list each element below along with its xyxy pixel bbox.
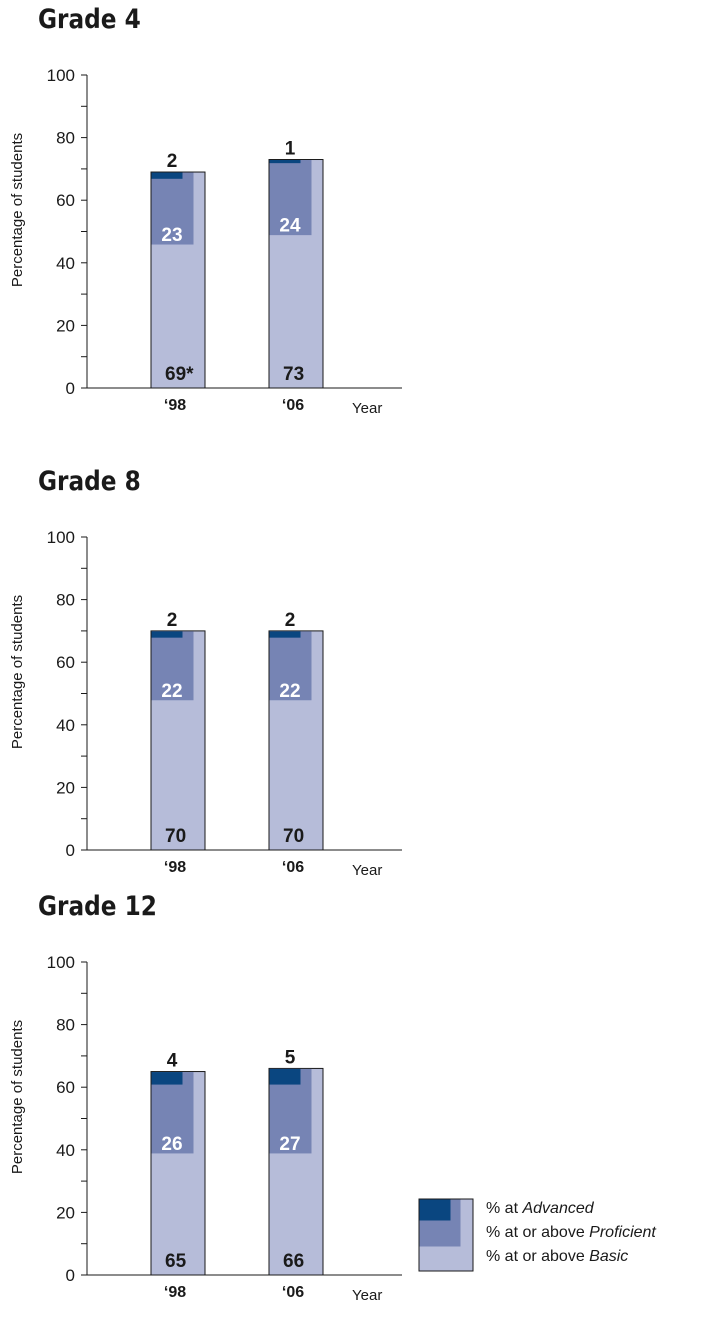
data-label-proficient: 27 bbox=[279, 1134, 300, 1155]
y-tick-label: 40 bbox=[56, 716, 75, 735]
data-label-proficient: 26 bbox=[161, 1134, 182, 1155]
bar-advanced bbox=[151, 172, 183, 179]
data-label-basic: 69* bbox=[165, 364, 194, 385]
chart-panel-grade-8: Grade 8 0 20 40 60 80 100 Percentage of studen… bbox=[0, 462, 701, 902]
y-tick-label: 20 bbox=[56, 778, 75, 797]
data-label-proficient: 22 bbox=[161, 681, 182, 702]
legend-item-basic: % at or above Basic bbox=[486, 1248, 628, 1266]
y-tick-label: 40 bbox=[56, 1141, 75, 1160]
chart-panel-grade-4: Grade 4 0 20 40 60 80 100 Percentage of studen… bbox=[0, 0, 701, 440]
legend-basic-level: Basic bbox=[589, 1248, 629, 1265]
data-label-advanced: 5 bbox=[285, 1047, 296, 1068]
data-label-proficient: 22 bbox=[279, 681, 300, 702]
y-axis-title: Percentage of students bbox=[9, 595, 26, 749]
y-tick-label: 80 bbox=[56, 129, 75, 148]
legend-item-proficient: % at or above Proficient bbox=[486, 1224, 656, 1242]
y-tick-label: 80 bbox=[56, 1016, 75, 1035]
data-label-advanced: 2 bbox=[167, 151, 178, 172]
x-axis-title: Year bbox=[352, 1287, 382, 1304]
data-label-proficient: 24 bbox=[279, 216, 301, 237]
y-tick-label: 20 bbox=[56, 1203, 75, 1222]
bar-advanced bbox=[269, 160, 301, 164]
y-tick-label: 80 bbox=[56, 591, 75, 610]
x-axis-title: Year bbox=[352, 400, 382, 417]
y-tick-label: 60 bbox=[56, 653, 75, 672]
chart-grade-12: 0 20 40 60 80 100 Percentage of students Year 4 2… bbox=[9, 953, 402, 1304]
y-tick-label: 0 bbox=[66, 1266, 75, 1285]
legend-item-advanced: % at Advanced bbox=[486, 1200, 594, 1218]
legend-swatch-icon bbox=[418, 1198, 474, 1272]
data-label-advanced: 2 bbox=[285, 610, 296, 631]
legend-advanced-level: Advanced bbox=[522, 1200, 594, 1217]
bar-proficient bbox=[151, 1072, 194, 1154]
x-tick-label: ‘98 bbox=[164, 1284, 186, 1301]
data-label-basic: 70 bbox=[283, 826, 304, 847]
y-axis-title: Percentage of students bbox=[9, 1020, 26, 1174]
y-tick-label: 20 bbox=[56, 316, 75, 335]
data-label-basic: 73 bbox=[283, 364, 304, 385]
bar-proficient bbox=[151, 172, 194, 245]
bar-advanced bbox=[151, 631, 183, 638]
data-label-proficient: 23 bbox=[161, 225, 182, 246]
chart-panel-grade-12: Grade 12 0 20 40 60 80 100 Percentage of stude… bbox=[0, 887, 701, 1327]
y-tick-label: 40 bbox=[56, 254, 75, 273]
y-tick-label: 100 bbox=[47, 953, 75, 972]
y-tick-label: 60 bbox=[56, 191, 75, 210]
legend-proficient-prefix: % at or above bbox=[486, 1224, 590, 1241]
bar-proficient bbox=[151, 631, 194, 701]
data-label-basic: 65 bbox=[165, 1251, 187, 1272]
chart-grade-4: 0 20 40 60 80 100 Percentage of students Year 2 2… bbox=[9, 66, 402, 417]
bar-advanced bbox=[269, 1068, 301, 1085]
legend-swatch-advanced bbox=[419, 1199, 451, 1221]
x-tick-label: ‘06 bbox=[282, 397, 304, 414]
y-tick-label: 0 bbox=[66, 841, 75, 860]
x-tick-label: ‘98 bbox=[164, 397, 186, 414]
x-tick-label: ‘06 bbox=[282, 1284, 304, 1301]
legend-advanced-prefix: % at bbox=[486, 1200, 523, 1217]
chart-title-grade-12: Grade 12 bbox=[38, 891, 157, 922]
data-label-advanced: 2 bbox=[167, 610, 178, 631]
data-label-basic: 66 bbox=[283, 1251, 304, 1272]
chart-title-grade-4: Grade 4 bbox=[38, 4, 141, 35]
y-tick-label: 100 bbox=[47, 66, 75, 85]
x-tick-label: ‘98 bbox=[164, 859, 186, 876]
bar-proficient bbox=[269, 160, 312, 236]
legend-basic-prefix: % at or above bbox=[486, 1248, 590, 1265]
x-tick-label: ‘06 bbox=[282, 859, 304, 876]
bar-advanced bbox=[151, 1072, 183, 1085]
y-tick-label: 60 bbox=[56, 1078, 75, 1097]
data-label-advanced: 1 bbox=[285, 139, 296, 160]
y-axis-title: Percentage of students bbox=[9, 133, 26, 287]
legend-proficient-level: Proficient bbox=[589, 1224, 656, 1241]
bar-proficient bbox=[269, 631, 312, 701]
x-axis-title: Year bbox=[352, 862, 382, 879]
y-tick-label: 100 bbox=[47, 528, 75, 547]
legend: % at Advanced % at or above Proficient %… bbox=[418, 1198, 701, 1274]
data-label-advanced: 4 bbox=[167, 1051, 178, 1072]
data-label-basic: 70 bbox=[165, 826, 186, 847]
y-tick-label: 0 bbox=[66, 379, 75, 398]
chart-title-grade-8: Grade 8 bbox=[38, 466, 141, 497]
bar-advanced bbox=[269, 631, 301, 638]
